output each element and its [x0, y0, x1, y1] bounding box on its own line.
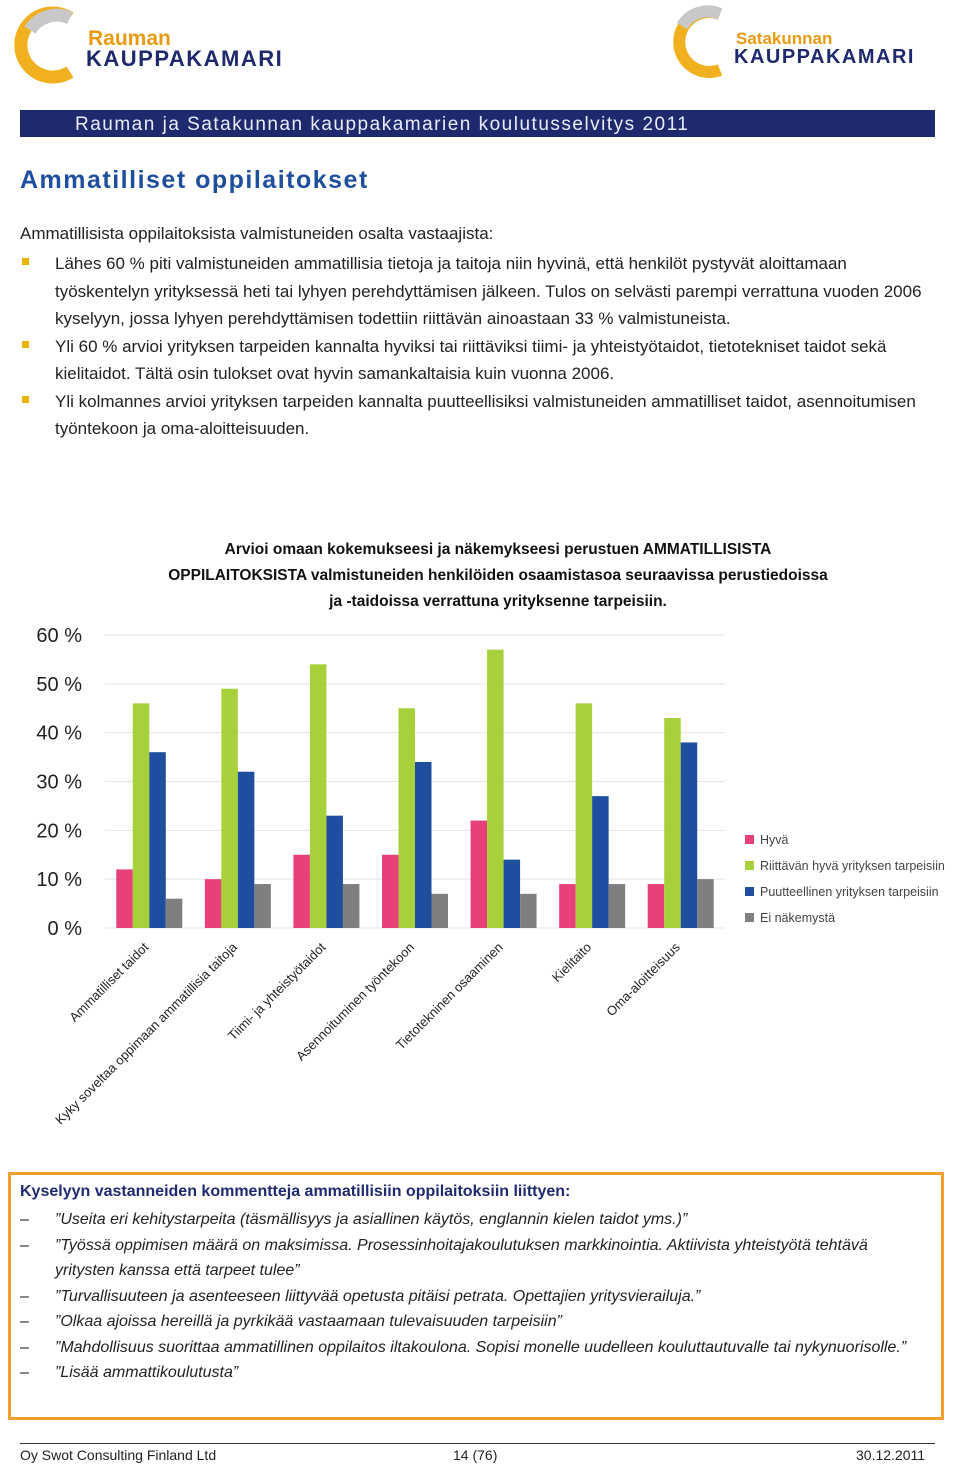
bar	[664, 718, 681, 928]
comment: ”Useita eri kehitystarpeita (täsmällisyy…	[20, 1207, 930, 1233]
bar	[697, 879, 714, 928]
y-tick-label: 60 %	[36, 625, 82, 647]
chart: Arvioi omaan kokemukseesi ja näkemyksees…	[36, 541, 945, 1127]
bar	[237, 771, 255, 928]
logo-mark	[676, 5, 723, 30]
logo-text: KAUPPAKAMARI	[734, 46, 915, 68]
bar	[116, 869, 133, 928]
comment-box	[8, 1172, 944, 1420]
bar	[680, 742, 698, 928]
legend-label: Riittävän hyvä yrityksen tarpeisiin	[760, 859, 945, 873]
chart-title: ja -taidoissa verrattuna yrityksenne tar…	[328, 593, 667, 610]
x-tick-label: Ammatilliset taidot	[66, 939, 151, 1024]
logo-text: KAUPPAKAMARI	[86, 46, 283, 71]
bar	[254, 884, 271, 928]
footer-rule	[20, 1443, 935, 1444]
x-tick-label: Tiimi- ja yhteistyötaidot	[225, 939, 329, 1043]
banner: Rauman ja Satakunnan kauppakamarien koul…	[20, 110, 935, 137]
comment: ”Lisää ammattikoulutusta”	[20, 1360, 930, 1386]
comment: ”Turvallisuuteen ja asenteeseen liittyvä…	[20, 1284, 930, 1310]
bullet: Yli kolmannes arvioi yrityksen tarpeiden…	[20, 388, 940, 443]
bar	[431, 893, 448, 928]
legend-swatch	[745, 861, 754, 870]
intro: Ammatillisista oppilaitoksista valmistun…	[20, 224, 494, 243]
comment: ”Mahdollisuus suorittaa ammatillinen opp…	[20, 1335, 930, 1361]
bullet: Yli 60 % arvioi yrityksen tarpeiden kann…	[20, 333, 940, 388]
legend-label: Ei näkemystä	[760, 911, 835, 925]
bar	[559, 884, 576, 928]
y-tick-label: 40 %	[36, 723, 82, 745]
bar	[592, 796, 609, 928]
bar	[415, 761, 432, 928]
bar	[398, 708, 415, 928]
logos: Rauman KAUPPAKAMARI Satakunnan KAUPPAKAM…	[14, 5, 915, 84]
bar	[382, 854, 399, 928]
bullet-list: Lähes 60 % piti valmistuneiden ammatilli…	[20, 250, 940, 443]
bar	[342, 884, 360, 928]
footer-date: 30.12.2011	[856, 1447, 926, 1463]
footer-company: Oy Swot Consulting Finland Ltd	[20, 1447, 217, 1463]
bar	[149, 752, 166, 928]
heading: Ammatilliset oppilaitokset	[20, 166, 369, 194]
legend-label: Hyvä	[760, 833, 789, 847]
bar	[575, 703, 593, 928]
logo-text: Rauman	[88, 27, 171, 50]
chart-title: OPPILAITOKSISTA valmistuneiden henkilöid…	[168, 567, 828, 584]
bullet: Lähes 60 % piti valmistuneiden ammatilli…	[20, 250, 940, 333]
y-tick-label: 20 %	[36, 820, 82, 842]
logo-mark	[24, 8, 73, 34]
bar	[309, 664, 327, 928]
bar	[503, 859, 521, 928]
x-tick-label: Kielitaito	[549, 940, 594, 985]
bar	[608, 884, 626, 928]
legend-swatch	[745, 835, 754, 844]
footer-page: 14 (76)	[453, 1447, 498, 1463]
x-tick-label: Kyky soveltaa oppimaan ammatillisia tait…	[52, 939, 240, 1127]
comment: ”Olkaa ajoissa hereillä ja pyrkikää vast…	[20, 1309, 930, 1335]
bar	[487, 649, 504, 928]
x-tick-label: Oma-aloitteisuus	[603, 939, 683, 1019]
comment-title: Kyselyyn vastanneiden kommentteja ammati…	[20, 1183, 571, 1200]
comment: ”Työssä oppimisen määrä on maksimissa. P…	[20, 1233, 930, 1284]
bar	[520, 893, 537, 928]
y-tick-label: 30 %	[36, 772, 82, 794]
bar	[165, 898, 183, 928]
bar	[204, 879, 222, 928]
y-tick-label: 50 %	[36, 674, 82, 696]
y-tick-label: 0 %	[48, 918, 83, 940]
bar	[293, 854, 310, 928]
bar	[326, 815, 343, 928]
bar	[132, 703, 150, 928]
bar	[647, 884, 665, 928]
logo-text: Satakunnan	[736, 29, 832, 48]
legend-swatch	[745, 913, 754, 922]
bar	[221, 688, 238, 928]
chart-title: Arvioi omaan kokemukseesi ja näkemyksees…	[225, 541, 772, 558]
comment-list: ”Useita eri kehitystarpeita (täsmällisyy…	[20, 1207, 930, 1386]
y-tick-label: 10 %	[36, 869, 82, 891]
bar	[470, 820, 488, 928]
legend-label: Puutteellinen yrityksen tarpeisiin	[760, 885, 939, 899]
legend-swatch	[745, 887, 754, 896]
